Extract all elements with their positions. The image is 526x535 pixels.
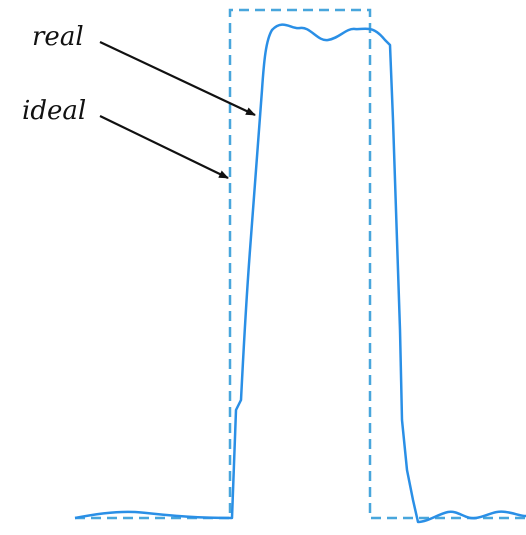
ideal-response-curve bbox=[75, 8, 526, 520]
real-response-curve bbox=[74, 23, 526, 524]
ideal-arrow bbox=[99, 115, 229, 179]
real-arrow bbox=[99, 41, 256, 116]
label-ideal: ideal bbox=[22, 96, 87, 126]
label-real: real bbox=[32, 22, 84, 52]
